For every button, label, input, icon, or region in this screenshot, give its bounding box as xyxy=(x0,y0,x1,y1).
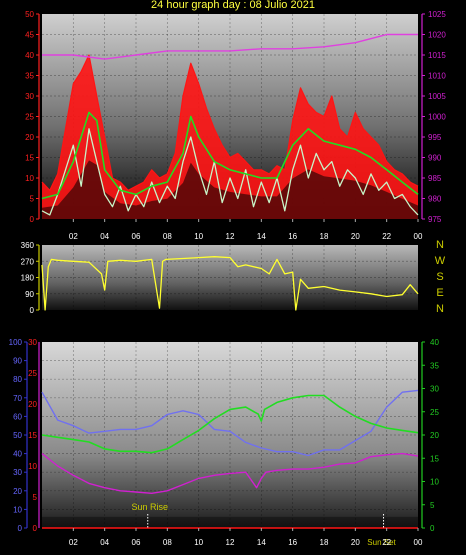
y-humidity-tick-label: 20 xyxy=(13,487,22,496)
y-right-tick-label: 1000 xyxy=(428,113,446,122)
y-right-tick-label: 975 xyxy=(428,215,442,224)
x-tick-label: 20 xyxy=(351,232,360,241)
y-humidity-tick-label: 70 xyxy=(13,394,22,403)
y-right-tick-label: 0 xyxy=(430,524,435,533)
compass-label: W xyxy=(435,255,446,267)
x-tick-label: 06 xyxy=(132,232,141,241)
y-humidity-tick-label: 60 xyxy=(13,412,22,421)
temperature-line xyxy=(41,394,419,454)
y-right-tick-label: 10 xyxy=(430,478,439,487)
x-tick-label: 18 xyxy=(320,232,329,241)
y-right-tick-label: 30 xyxy=(430,385,439,394)
y-dir-tick-label: 90 xyxy=(25,290,34,299)
x-tick-label: 10 xyxy=(194,232,203,241)
gust-line xyxy=(41,54,419,191)
y-humidity-tick-label: 80 xyxy=(13,375,22,384)
y-left-tick-label: 35 xyxy=(25,72,34,81)
humidity-line xyxy=(41,389,419,457)
y-left-tick-label: 30 xyxy=(25,92,34,101)
y-right-tick-label: 35 xyxy=(430,361,439,370)
y-right-tick-label: 980 xyxy=(428,195,442,204)
y-right-tick-label: 1005 xyxy=(428,92,446,101)
compass-label: S xyxy=(436,271,443,283)
x-tick-label: 08 xyxy=(163,232,172,241)
x-tick-label: 04 xyxy=(100,232,109,241)
y-right-tick-label: 1015 xyxy=(428,51,446,60)
direction-panel xyxy=(42,245,418,310)
compass-label: N xyxy=(436,239,444,251)
compass-label: E xyxy=(436,287,443,299)
x-tick-label: 08 xyxy=(163,538,172,547)
y-left-tick-label: 20 xyxy=(25,133,34,142)
y-right-tick-label: 40 xyxy=(430,338,439,347)
x-tick-label: 14 xyxy=(257,538,266,547)
y-left-tick-label: 50 xyxy=(25,10,34,19)
x-tick-label: 14 xyxy=(257,232,266,241)
dewpoint-line xyxy=(41,452,419,494)
sunrise-label: Sun Rise xyxy=(131,502,168,512)
y-dir-tick-label: 270 xyxy=(21,257,35,266)
y-right-tick-label: 5 xyxy=(430,501,435,510)
x-tick-label: 22 xyxy=(382,538,391,547)
y-right-tick-label: 985 xyxy=(428,174,442,183)
x-tick-label: 02 xyxy=(69,232,78,241)
night-band xyxy=(42,516,418,528)
x-tick-label: 18 xyxy=(320,538,329,547)
x-tick-label: 02 xyxy=(69,538,78,547)
y-mid-tick-label: 10 xyxy=(28,462,37,471)
y-dir-tick-label: 360 xyxy=(21,241,35,250)
y-left-tick-label: 25 xyxy=(25,113,34,122)
temperature-panel xyxy=(42,342,418,528)
y-right-tick-label: 995 xyxy=(428,133,442,142)
y-left-tick-label: 45 xyxy=(25,31,34,40)
y-left-tick-label: 40 xyxy=(25,51,34,60)
y-humidity-tick-label: 0 xyxy=(18,524,23,533)
x-tick-label: 06 xyxy=(132,538,141,547)
y-mid-tick-label: 20 xyxy=(28,400,37,409)
x-tick-label: 12 xyxy=(226,232,235,241)
y-right-tick-label: 15 xyxy=(430,454,439,463)
y-right-tick-label: 1025 xyxy=(428,10,446,19)
chart-title: 24 hour graph day : 08 Julio 2021 xyxy=(151,0,315,11)
y-humidity-tick-label: 100 xyxy=(9,338,23,347)
x-tick-label: 10 xyxy=(194,538,203,547)
y-mid-tick-label: 25 xyxy=(28,369,37,378)
pressure-line xyxy=(42,33,418,60)
average-line xyxy=(41,111,419,200)
y-mid-tick-label: 30 xyxy=(28,338,37,347)
y-left-tick-label: 0 xyxy=(30,215,35,224)
y-humidity-tick-label: 50 xyxy=(13,431,22,440)
x-tick-label: 00 xyxy=(414,538,423,547)
x-tick-label: 22 xyxy=(382,232,391,241)
y-mid-tick-label: 0 xyxy=(33,524,38,533)
y-right-tick-label: 25 xyxy=(430,408,439,417)
x-tick-label: 12 xyxy=(226,538,235,547)
sunset-label: Sun Set xyxy=(367,538,396,547)
y-right-tick-label: 990 xyxy=(428,154,442,163)
y-left-tick-label: 5 xyxy=(30,195,35,204)
y-right-tick-label: 1010 xyxy=(428,72,446,81)
y-humidity-tick-label: 90 xyxy=(13,357,22,366)
y-humidity-tick-label: 40 xyxy=(13,450,22,459)
x-tick-label: 16 xyxy=(288,538,297,547)
x-tick-label: 20 xyxy=(351,538,360,547)
compass-label: N xyxy=(436,303,444,315)
y-dir-tick-label: 0 xyxy=(30,306,35,315)
calm-area xyxy=(42,160,418,219)
y-humidity-tick-label: 30 xyxy=(13,468,22,477)
y-mid-tick-label: 5 xyxy=(33,493,38,502)
y-mid-tick-label: 15 xyxy=(28,431,37,440)
x-tick-label: 16 xyxy=(288,232,297,241)
speed-line xyxy=(41,128,419,216)
x-tick-label: 04 xyxy=(100,538,109,547)
y-humidity-tick-label: 10 xyxy=(13,505,22,514)
direction-line xyxy=(41,256,419,311)
y-left-tick-label: 10 xyxy=(25,174,34,183)
y-right-tick-label: 20 xyxy=(430,431,439,440)
x-tick-label: 00 xyxy=(414,232,423,241)
y-right-tick-label: 1020 xyxy=(428,31,446,40)
y-dir-tick-label: 180 xyxy=(21,274,35,283)
y-left-tick-label: 15 xyxy=(25,154,34,163)
